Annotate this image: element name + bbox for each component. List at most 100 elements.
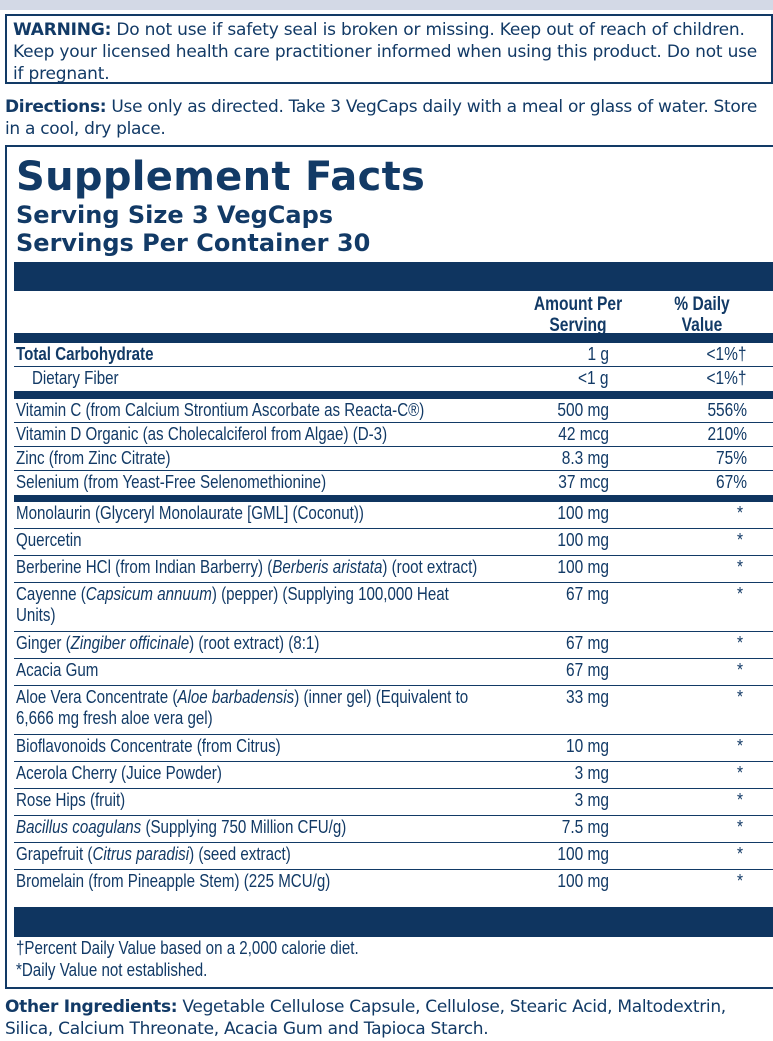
nutrient-name-text: Quercetin [16,530,82,550]
daily-value: 67% [716,472,747,492]
warning-text: Do not use if safety seal is broken or m… [13,20,758,84]
nutrient-name-text: ) (seed extract) [189,844,291,864]
divider-bar [14,495,773,502]
botanical-name: Berberis aristata [272,557,383,577]
footnote-dagger: †Percent Daily Value based on a 2,000 ca… [16,938,359,958]
directions-text: Use only as directed. Take 3 VegCaps dai… [5,97,757,139]
table-row: Bioflavonoids Concentrate (from Citrus) 1… [14,735,773,762]
nutrient-name-text: (Supplying 750 Million CFU/g) [141,817,347,837]
amount-per-serving-header: Amount Per Serving [533,294,623,336]
amount-per-serving: 42 mcg [558,424,609,444]
daily-value: <1%† [706,368,747,388]
table-row: Aloe Vera Concentrate (Aloe barbadensis)… [14,686,773,735]
botanical-name: Zingiber officinale [70,633,190,653]
nutrient-name: Bacillus coagulans (Supplying 750 Millio… [16,817,486,838]
nutrient-name-text: Vitamin D Organic (as Cholecalciferol fr… [16,424,388,444]
top-strip [0,0,773,10]
table-row: Monolaurin (Glyceryl Monolaurate [GML] (… [14,502,773,529]
other-ingredients-text: Vegetable Cellulose Capsule, Cellulose, … [5,997,726,1039]
other-ingredients-label: Other Ingredients: [5,997,178,1017]
nutrient-name-text: ) (pepper) (Supplying 100,000 Heat Units… [16,584,449,625]
nutrient-name: Zinc (from Zinc Citrate) [16,448,486,469]
nutrient-name: Bioflavonoids Concentrate (from Citrus) [16,736,486,757]
nutrient-name-text: Dietary Fiber [32,368,119,388]
amount-per-serving: 67 mg [565,584,609,604]
nutrient-name-text: Monolaurin (Glyceryl Monolaurate [GML] (… [16,503,364,523]
amount-per-serving: 67 mg [565,660,609,680]
nutrient-name-text: Grapefruit ( [16,844,93,864]
nutrient-name-text: Cayenne ( [16,584,86,604]
table-row: Grapefruit (Citrus paradisi) (seed extra… [14,843,773,870]
supplement-facts-panel: Supplement Facts Serving Size 3 VegCaps … [5,145,773,989]
amount-per-serving: 10 mg [565,736,609,756]
nutrient-name-text: Bioflavonoids Concentrate (from Citrus) [16,736,281,756]
daily-value: * [736,584,743,604]
botanical-name: Capsicum annuum [85,584,212,604]
daily-value: * [736,557,743,577]
directions: Directions: Use only as directed. Take 3… [5,96,771,140]
nutrient-name-text: Aloe Vera Concentrate ( [16,687,178,707]
amount-per-serving: 33 mg [565,687,609,707]
nutrient-name-text: Rose Hips (fruit) [16,790,126,810]
nutrient-name: Quercetin [16,530,486,551]
table-row: Bacillus coagulans (Supplying 750 Millio… [14,816,773,843]
daily-value: <1%† [706,344,747,364]
daily-value: * [736,736,743,756]
table-row: Ginger (Zingiber officinale) (root extra… [14,632,773,659]
daily-value: * [736,790,743,810]
table-row: Cayenne (Capsicum annuum) (pepper) (Supp… [14,583,773,632]
table-row: Total Carbohydrate 1 g <1%† [14,343,773,367]
daily-value-header: % Daily Value [674,294,730,336]
nutrient-name: Ginger (Zingiber officinale) (root extra… [16,633,486,654]
amount-per-serving: <1 g [578,368,609,388]
nutrient-name-text: Acacia Gum [16,660,99,680]
daily-value: * [736,660,743,680]
nutrient-name-text: Selenium (from Yeast-Free Selenomethioni… [16,472,327,492]
footnote-star: *Daily Value not established. [16,960,208,980]
nutrient-name: Cayenne (Capsicum annuum) (pepper) (Supp… [16,584,486,626]
warning-label: WARNING: [13,20,112,40]
botanical-name: Citrus paradisi [92,844,190,864]
amount-per-serving: 67 mg [565,633,609,653]
daily-value: 210% [707,424,747,444]
table-row: Vitamin C (from Calcium Strontium Ascorb… [14,399,773,423]
nutrient-name: Vitamin C (from Calcium Strontium Ascorb… [16,400,486,421]
table-row: Dietary Fiber <1 g <1%† [14,367,773,391]
amount-per-serving: 100 mg [557,557,609,577]
table-row: Zinc (from Zinc Citrate) 8.3 mg 75% [14,447,773,471]
nutrient-name: Bromelain (from Pineapple Stem) (225 MCU… [16,871,486,892]
daily-value: * [736,687,743,707]
amount-per-serving: 100 mg [557,871,609,891]
daily-value: 75% [716,448,747,468]
servings-per-container: Servings Per Container 30 [16,229,371,257]
nutrient-name: Monolaurin (Glyceryl Monolaurate [GML] (… [16,503,486,524]
nutrient-name: Acacia Gum [16,660,486,681]
nutrient-name-text: Zinc (from Zinc Citrate) [16,448,171,468]
facts-title: Supplement Facts [16,154,426,200]
amount-per-serving: 3 mg [574,790,609,810]
amount-per-serving: 37 mcg [558,472,609,492]
amount-per-serving: 100 mg [557,503,609,523]
daily-value: * [736,817,743,837]
table-row: Berberine HCl (from Indian Barberry) (Be… [14,556,773,583]
divider-bar [14,391,773,399]
nutrient-name-text: Total Carbohydrate [16,344,154,364]
divider-bar [14,333,773,343]
nutrient-name-text: Ginger ( [16,633,71,653]
amount-per-serving: 1 g [587,344,609,364]
daily-value: * [736,503,743,523]
nutrient-name: Acerola Cherry (Juice Powder) [16,763,486,784]
nutrient-name: Grapefruit (Citrus paradisi) (seed extra… [16,844,486,865]
daily-value: * [736,844,743,864]
table-row: Acerola Cherry (Juice Powder) 3 mg * [14,762,773,789]
nutrient-name-text: Bromelain (from Pineapple Stem) (225 MCU… [16,871,331,891]
nutrient-name: Dietary Fiber [32,368,502,389]
botanical-name: Bacillus coagulans [16,817,142,837]
daily-value: 556% [707,400,747,420]
daily-value: * [736,530,743,550]
table-row: Rose Hips (fruit) 3 mg * [14,789,773,816]
daily-value: * [736,763,743,783]
table-row: Quercetin 100 mg * [14,529,773,556]
serving-size: Serving Size 3 VegCaps [16,201,334,229]
nutrient-name: Berberine HCl (from Indian Barberry) (Be… [16,557,486,578]
